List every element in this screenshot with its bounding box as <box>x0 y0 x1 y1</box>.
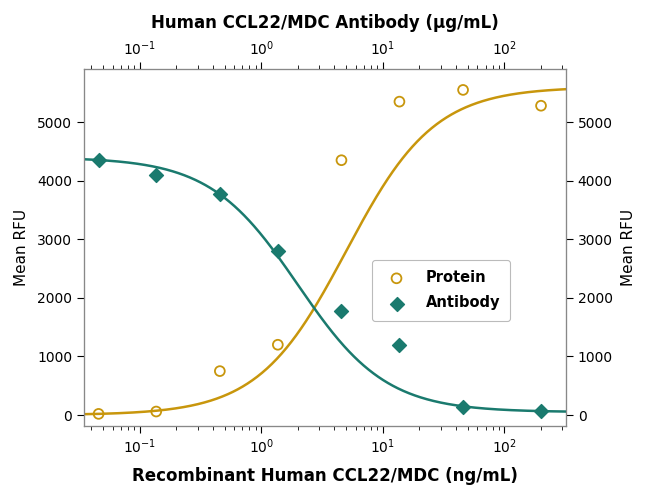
Protein <box>395 98 405 106</box>
Antibody <box>272 247 283 255</box>
Protein <box>336 156 346 164</box>
Antibody <box>458 403 468 411</box>
Y-axis label: Mean RFU: Mean RFU <box>14 209 29 286</box>
Y-axis label: Mean RFU: Mean RFU <box>621 209 636 286</box>
Protein <box>94 410 104 418</box>
Antibody <box>151 171 161 179</box>
Antibody <box>336 307 346 315</box>
X-axis label: Human CCL22/MDC Antibody (μg/mL): Human CCL22/MDC Antibody (μg/mL) <box>151 14 499 32</box>
X-axis label: Recombinant Human CCL22/MDC (ng/mL): Recombinant Human CCL22/MDC (ng/mL) <box>132 467 518 485</box>
Protein <box>214 367 225 375</box>
Protein <box>151 408 161 416</box>
Antibody <box>395 341 405 349</box>
Protein <box>536 102 546 110</box>
Protein <box>458 86 468 94</box>
Antibody <box>94 156 104 164</box>
Legend: Protein, Antibody: Protein, Antibody <box>372 260 510 320</box>
Antibody <box>536 407 546 415</box>
Protein <box>272 341 283 349</box>
Antibody <box>214 190 225 198</box>
